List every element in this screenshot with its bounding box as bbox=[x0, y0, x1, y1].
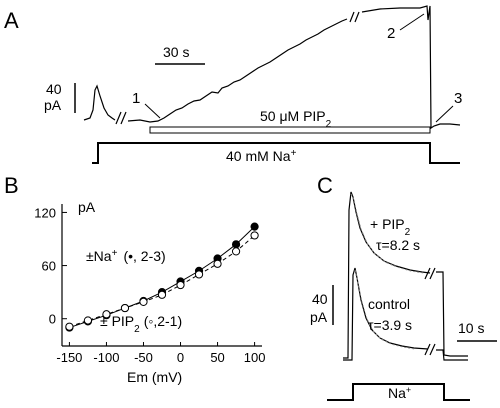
panel-a-break-mark-left bbox=[115, 111, 127, 125]
panel-a-marker-2: 2 bbox=[387, 25, 395, 42]
panel-b-x-label: Em (mV) bbox=[127, 369, 182, 385]
panel-a-current-scale-unit: pA bbox=[44, 97, 62, 113]
panel-c-control-label: control bbox=[368, 296, 410, 312]
series-2-point bbox=[231, 247, 241, 256]
series-2-point bbox=[139, 297, 148, 306]
panel-a-marker-3-pointer bbox=[435, 105, 454, 123]
series-2-point bbox=[194, 270, 204, 279]
x-tick-label: 100 bbox=[244, 350, 266, 365]
panel-a-na-label: 40 mM Na+ bbox=[226, 148, 297, 165]
panel-c-current-scale-unit: pA bbox=[310, 309, 328, 325]
panel-a-trace-washout bbox=[361, 5, 461, 130]
series-2-point bbox=[250, 231, 259, 240]
panel-b-letter: B bbox=[4, 173, 19, 198]
panel-c-letter: C bbox=[317, 173, 333, 198]
panel-a-marker-3: 3 bbox=[454, 90, 462, 107]
series-2-point bbox=[65, 322, 74, 331]
panel-a-marker-2-pointer bbox=[399, 13, 425, 31]
x-tick-label: -50 bbox=[134, 350, 153, 365]
panel-a-marker-1: 1 bbox=[132, 90, 140, 107]
panel-a-break-mark-right bbox=[349, 11, 360, 23]
x-tick-label: 0 bbox=[177, 350, 184, 365]
series-2-point bbox=[120, 303, 130, 313]
panel-a-pip2-label: 50 μM PIP2 bbox=[260, 108, 332, 130]
panel-c-control-trace bbox=[343, 267, 429, 361]
panel-c-pip2-break bbox=[424, 267, 436, 280]
panel-c-time-scale-label: 10 s bbox=[458, 320, 484, 336]
panel-c-pip2-label: + PIP2 bbox=[370, 216, 411, 238]
x-tick-label: 50 bbox=[210, 350, 224, 365]
series-2-point bbox=[157, 290, 167, 299]
series-1-point bbox=[231, 240, 241, 249]
panel-a-letter: A bbox=[4, 8, 19, 33]
panel-c-current-scale-value: 40 bbox=[312, 291, 328, 307]
panel-c-pip2-fit bbox=[350, 193, 425, 274]
panel-c-control-trace-end bbox=[436, 349, 468, 361]
panel-c-control-break bbox=[424, 343, 436, 356]
panel-a-pip2-bar bbox=[149, 126, 431, 134]
y-tick-label: 0 bbox=[49, 312, 56, 327]
series-2-line bbox=[69, 235, 255, 328]
panel-c-control-tau: τ=3.9 s bbox=[368, 317, 412, 333]
series-1-point bbox=[250, 222, 259, 231]
series-2-point bbox=[102, 310, 111, 319]
panel-c-pip2-tau: τ=8.2 s bbox=[376, 237, 420, 253]
panel-b-annotation-pip2: ± PIP2 (◦,2-1) bbox=[100, 313, 182, 335]
panel-c-na-label: Na+ bbox=[388, 385, 411, 401]
panel-b-annotation-na: ±Na+ (•, 2-3) bbox=[86, 248, 166, 265]
panel-a-marker-1-pointer bbox=[144, 103, 161, 119]
panel-a-time-scale-label: 30 s bbox=[163, 44, 189, 60]
panel-a-na-step bbox=[92, 142, 460, 164]
panel-c-na-step bbox=[327, 383, 470, 401]
panel-a-current-scale-value: 40 bbox=[46, 81, 62, 97]
panel-a-trace-rise bbox=[127, 18, 348, 123]
x-tick-label: -150 bbox=[56, 350, 82, 365]
panel-c-pip2-trace bbox=[343, 191, 431, 359]
y-tick-label: 120 bbox=[34, 205, 56, 220]
series-2-point bbox=[213, 259, 222, 268]
panel-b-scatter-plot: -150 -100 -50 0 50 100 0 60 120 bbox=[34, 204, 265, 365]
y-tick-label: 60 bbox=[42, 259, 56, 274]
x-tick-label: -100 bbox=[93, 350, 119, 365]
panel-c-pip2-trace-end bbox=[436, 271, 468, 357]
series-2-point bbox=[176, 280, 185, 290]
panel-b-y-unit: pA bbox=[78, 199, 96, 215]
panel-a-trace-initial bbox=[83, 84, 116, 121]
series-2-point bbox=[83, 316, 93, 325]
